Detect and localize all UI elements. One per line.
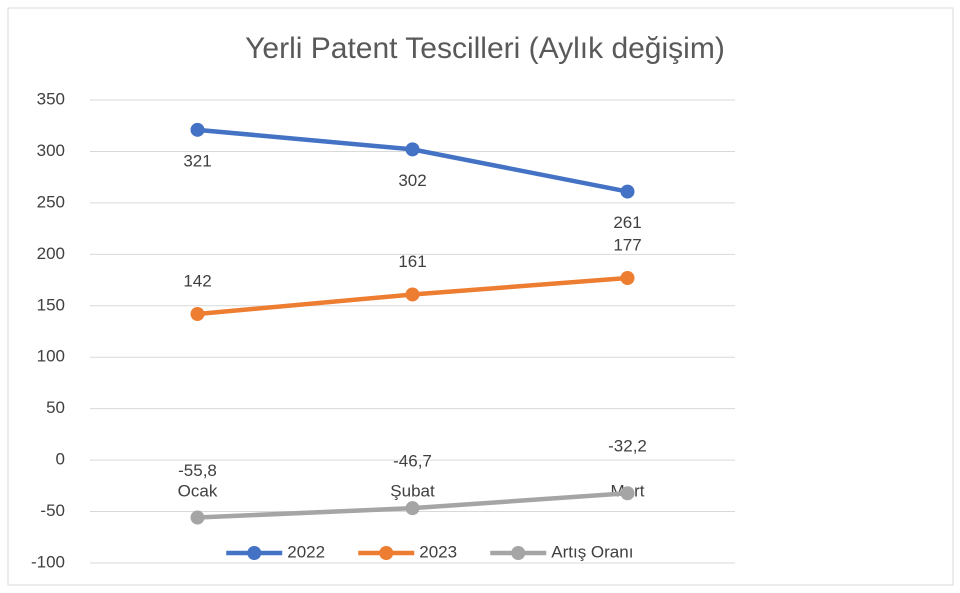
legend-label: 2023 [419,542,457,561]
y-tick-label: 350 [37,89,65,108]
y-tick-label: 200 [37,244,65,263]
data-label: -46,7 [393,452,432,471]
data-label: 177 [613,235,641,254]
y-tick-label: 250 [37,192,65,211]
point [405,142,420,157]
y-tick-label: 50 [46,398,65,417]
point [190,307,205,322]
y-tick-label: 150 [37,295,65,314]
legend-marker [379,546,394,560]
point [405,501,420,516]
point [620,486,635,501]
x-tick-label: Şubat [390,482,435,501]
legend-label: Artış Oranı [551,542,633,561]
point [620,270,635,285]
legend-marker [511,546,526,560]
y-tick-label: -100 [31,552,65,571]
y-tick-label: 100 [37,347,65,366]
data-label: 161 [398,252,426,271]
legend-marker [247,546,262,560]
point [405,287,420,302]
chart-title: Yerli Patent Tescilleri (Aylık değişim) [245,32,725,65]
data-label: 261 [613,213,641,232]
legend-label: 2022 [287,542,325,561]
data-label: -32,2 [608,437,647,456]
y-tick-label: -50 [40,501,65,520]
point [620,184,635,199]
chart-frame [7,7,954,586]
point [190,122,205,137]
y-tick-label: 0 [56,450,65,469]
data-label: -55,8 [178,461,217,480]
data-label: 302 [398,171,426,190]
y-tick-label: 300 [37,141,65,160]
x-tick-label: Ocak [178,482,218,501]
point [190,510,205,525]
data-label: 142 [183,271,211,290]
data-label: 321 [183,151,211,170]
